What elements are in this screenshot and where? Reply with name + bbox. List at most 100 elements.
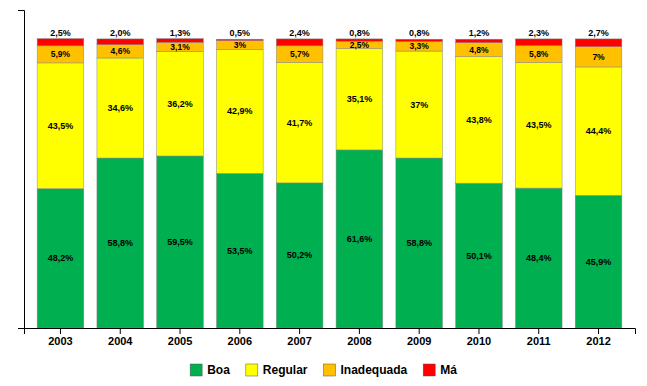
legend-swatch [190, 364, 202, 376]
x-tick: 2005 [168, 328, 192, 347]
legend: Boa Regular Inadequada Má [190, 363, 457, 377]
data-label: 2,0% [110, 28, 131, 38]
x-tick-label: 2008 [347, 335, 371, 347]
data-label: 41,7% [287, 118, 313, 128]
legend-label: Boa [207, 363, 230, 377]
x-tick-label: 2009 [407, 335, 431, 347]
x-tick-label: 2003 [48, 335, 72, 347]
legend-item: Inadequada [324, 363, 408, 377]
data-label: 36,2% [167, 99, 193, 109]
bar-segment [37, 46, 84, 63]
data-label: 0,8% [349, 28, 370, 38]
x-tick: 2012 [586, 328, 610, 347]
x-tick-label: 2012 [586, 335, 610, 347]
bar-segment [276, 183, 323, 328]
x-tick-label: 2005 [168, 335, 192, 347]
legend-item: Regular [246, 363, 308, 377]
data-label: 35,1% [347, 94, 373, 104]
data-label: 53,5% [227, 246, 253, 256]
x-axis-line [25, 329, 636, 335]
bar-segment [97, 58, 144, 158]
bar-segment [456, 183, 503, 328]
legend-label: Regular [263, 363, 308, 377]
bar-segment [276, 46, 323, 62]
x-tick: 2009 [407, 328, 431, 347]
bar-segment [157, 51, 204, 156]
data-label: 0,8% [409, 28, 430, 38]
data-label: 2,5% [350, 40, 370, 50]
legend-swatch [423, 364, 435, 376]
bar-segment [217, 49, 264, 173]
x-tick-mark [239, 328, 240, 334]
data-label: 1,2% [469, 28, 490, 38]
legend-item: Má [423, 363, 457, 377]
x-tick-mark [120, 328, 121, 334]
data-label: 5,7% [290, 49, 310, 59]
legend-item: Boa [190, 363, 230, 377]
bar-segment [575, 47, 622, 67]
data-label: 48,2% [48, 253, 74, 263]
x-tick-mark [359, 328, 360, 334]
x-tick-mark [478, 328, 479, 334]
chart-svg: 48,2%58,8%59,5%53,5%50,2%61,6%58,8%50,1%… [0, 0, 647, 386]
x-axis: 2003200420052006200720082009201020112012 [25, 328, 636, 347]
bar-segment [396, 51, 443, 158]
data-label: 45,9% [586, 257, 612, 267]
bar-segment [97, 45, 144, 58]
data-label: 5,8% [529, 49, 549, 59]
data-label: 50,2% [287, 250, 313, 260]
x-tick-label: 2011 [527, 335, 551, 347]
plot: 48,2%58,8%59,5%53,5%50,2%61,6%58,8%50,1%… [18, 11, 636, 347]
data-label: 58,8% [107, 238, 133, 248]
legend-label: Má [440, 363, 457, 377]
bar-segment [97, 158, 144, 328]
data-label: 2,3% [528, 28, 549, 38]
data-label: 37% [410, 100, 428, 110]
x-tick-label: 2007 [287, 335, 311, 347]
legend-swatch [324, 364, 336, 376]
x-tick-mark [60, 328, 61, 334]
x-tick-mark [538, 328, 539, 334]
bar-segment [157, 42, 204, 51]
bar-segment [37, 39, 84, 46]
bar-segment [157, 156, 204, 328]
data-label: 34,6% [107, 103, 133, 113]
bar-segment [336, 48, 383, 149]
bar-segment [575, 39, 622, 47]
bar-segment [456, 57, 503, 184]
bar-segment [37, 63, 84, 189]
bar-segment [276, 62, 323, 183]
data-label: 43,5% [48, 121, 74, 131]
data-label: 61,6% [347, 234, 373, 244]
y-axis [18, 11, 25, 329]
x-tick-mark [598, 328, 599, 334]
data-label: 3,3% [409, 41, 429, 51]
bar-segment [396, 158, 443, 328]
data-label: 44,4% [586, 126, 612, 136]
x-tick: 2008 [347, 328, 371, 347]
x-tick-label: 2010 [467, 335, 491, 347]
bar-segment [336, 150, 383, 328]
legend-swatch [246, 364, 258, 376]
x-tick-mark [419, 328, 420, 334]
x-tick-label: 2006 [228, 335, 252, 347]
data-label: 3% [234, 40, 247, 50]
data-label: 2,7% [588, 28, 609, 38]
data-label: 4,6% [111, 46, 131, 56]
data-label: 48,4% [526, 253, 552, 263]
data-label: 1,3% [170, 28, 191, 38]
bar-segment [217, 41, 264, 50]
data-labels: 48,2%58,8%59,5%53,5%50,2%61,6%58,8%50,1%… [48, 28, 612, 267]
x-tick: 2003 [48, 328, 72, 347]
data-label: 2,5% [50, 28, 71, 38]
bar-segment [515, 62, 562, 188]
data-label: 2,4% [289, 28, 310, 38]
bars [37, 39, 622, 328]
x-tick: 2010 [467, 328, 491, 347]
x-tick-mark [299, 328, 300, 334]
bar-segment [575, 67, 622, 195]
x-tick-mark [180, 328, 181, 334]
data-label: 43,8% [466, 115, 492, 125]
bar-segment [575, 195, 622, 328]
data-label: 50,1% [466, 251, 492, 261]
